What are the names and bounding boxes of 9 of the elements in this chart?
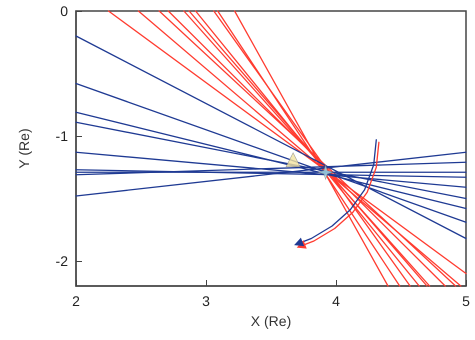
y-axis-title: Y (Re) [16,128,32,169]
x-tick-label: 5 [462,293,470,309]
y-tick-label: -2 [56,253,68,269]
x-tick-label: 3 [202,293,210,309]
y-tick-label: -1 [56,128,68,144]
x-tick-label: 4 [332,293,340,309]
x-tick-label: 2 [72,293,80,309]
y-tick-label: 0 [60,3,68,19]
x-axis-title: X (Re) [250,313,292,329]
